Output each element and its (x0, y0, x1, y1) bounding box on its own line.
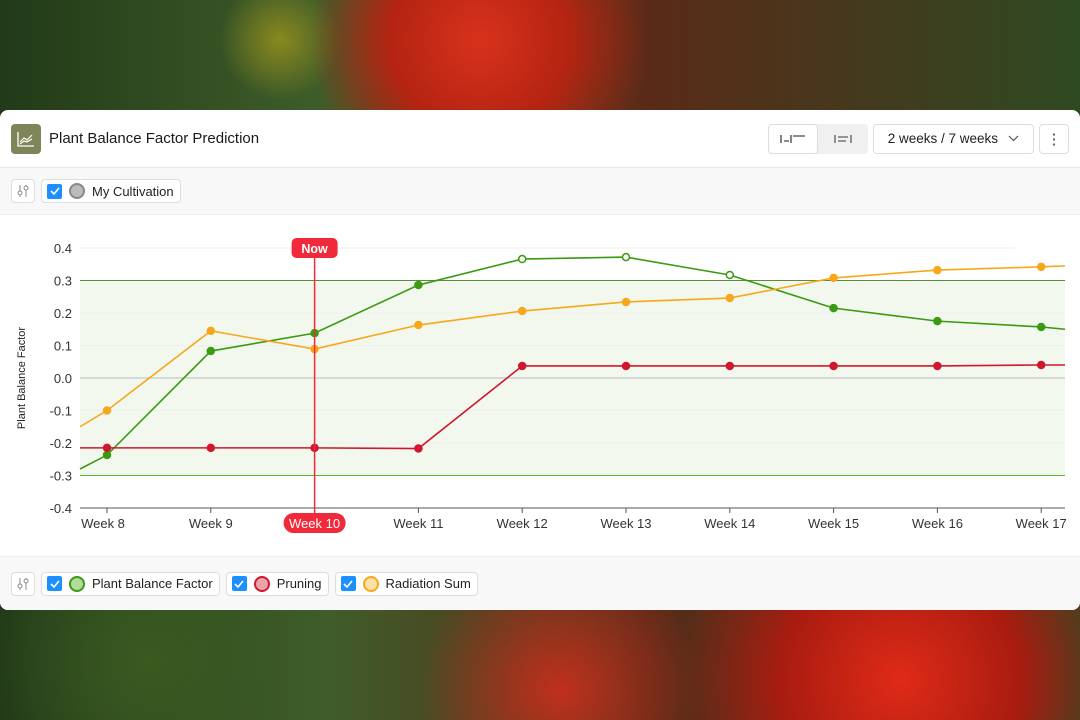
now-tag (291, 238, 338, 258)
now-label: Now (301, 242, 328, 256)
legend-label: Pruning (276, 576, 322, 591)
legend-bar: Plant Balance Factor Pruning Radiation S… (0, 556, 1080, 610)
data-point (933, 316, 942, 326)
x-tick-label: Week 13 (600, 516, 651, 531)
x-tick-label: Week 8 (81, 516, 125, 531)
data-point (829, 361, 838, 371)
x-tick-label: Week 10 (289, 516, 340, 531)
y-tick-label: -0.2 (50, 436, 72, 451)
data-point (725, 270, 735, 280)
data-point (206, 346, 216, 356)
data-point (206, 443, 216, 453)
now-category-highlight (283, 513, 346, 533)
cultivation-filter-bar: My Cultivation (0, 168, 1080, 215)
cultivation-label: My Cultivation (92, 183, 174, 199)
chart-card: Plant Balance Factor Prediction 2 weeks … (0, 110, 1080, 610)
data-point (1036, 360, 1046, 370)
cultivation-chip[interactable]: My Cultivation (41, 179, 181, 203)
data-point (517, 254, 527, 264)
sliders-icon (17, 185, 29, 197)
y-tick-label: 0.4 (54, 241, 72, 256)
data-point (1036, 262, 1046, 272)
legend-label: Radiation Sum (385, 576, 471, 591)
data-point (414, 280, 423, 290)
y-tick-label: 0.3 (54, 274, 72, 289)
checkbox-checked[interactable] (231, 576, 247, 591)
x-tick-label: Week 14 (704, 516, 755, 531)
kebab-menu-icon[interactable]: ⋮ (1039, 123, 1069, 154)
line-chart-icon (11, 123, 41, 154)
series-line (79, 265, 1066, 428)
compact-view-button[interactable] (818, 124, 868, 154)
x-tick-label: Week 15 (808, 516, 859, 531)
series-line (80, 364, 1065, 450)
data-point (933, 361, 942, 371)
series-dot-icon (69, 575, 85, 592)
view-toggle (767, 123, 868, 154)
y-tick-label: 0.2 (54, 306, 72, 321)
legend-item-radiation-sum[interactable]: Radiation Sum (334, 571, 478, 596)
checkbox-checked[interactable] (340, 576, 356, 591)
x-tick-label: Week 9 (189, 516, 233, 531)
data-point (102, 443, 112, 453)
series-dot-icon (362, 575, 379, 592)
legend-settings-button[interactable] (11, 571, 35, 596)
legend-item-pruning[interactable]: Pruning (225, 571, 329, 596)
y-axis-label: Plant Balance Factor (16, 327, 28, 429)
series-dot-icon (69, 183, 85, 199)
legend-item-plant-balance-factor[interactable]: Plant Balance Factor (41, 571, 220, 596)
data-point (517, 306, 527, 316)
y-tick-label: -0.1 (50, 404, 72, 419)
x-tick-label: Week 16 (912, 516, 963, 531)
data-point (933, 265, 942, 275)
chevron-down-icon (1008, 135, 1019, 142)
data-point (102, 406, 112, 415)
legend-label: Plant Balance Factor (92, 576, 213, 591)
data-point (725, 293, 735, 303)
y-tick-label: 0.0 (54, 371, 72, 386)
data-point (414, 444, 423, 453)
series-line (79, 256, 1066, 470)
checkbox-checked[interactable] (47, 183, 62, 199)
page-title: Plant Balance Factor Prediction (49, 130, 260, 147)
checkbox-checked[interactable] (47, 576, 62, 591)
sliders-icon (17, 577, 29, 590)
x-tick-label: Week 12 (497, 516, 548, 531)
x-tick-label: Week 17 (1016, 516, 1067, 531)
data-point (414, 320, 423, 330)
timeline-view-button[interactable] (767, 123, 818, 154)
x-tick-label: Week 11 (393, 516, 443, 531)
data-point (621, 361, 631, 371)
y-tick-label: 0.1 (54, 339, 72, 354)
filter-settings-button[interactable] (11, 179, 35, 203)
series-dot-icon (253, 575, 270, 592)
y-tick-label: -0.4 (50, 501, 72, 516)
data-point (829, 273, 838, 283)
range-dropdown[interactable]: 2 weeks / 7 weeks (872, 123, 1034, 154)
data-point (517, 361, 527, 371)
range-label: 2 weeks / 7 weeks (887, 131, 998, 146)
data-point (1036, 322, 1046, 332)
card-header: Plant Balance Factor Prediction 2 weeks … (0, 110, 1080, 168)
data-point (621, 297, 631, 307)
data-point (725, 361, 735, 371)
y-tick-label: -0.3 (50, 469, 72, 484)
line-chart: 0.4 0.3 0.2 0.1 0.0 -0.1 -0.2 -0.3 -0.4 Plant Bal… (16, 238, 1067, 533)
data-point (829, 303, 838, 313)
data-point (621, 252, 631, 262)
data-point (206, 326, 216, 336)
data-point (102, 450, 112, 460)
